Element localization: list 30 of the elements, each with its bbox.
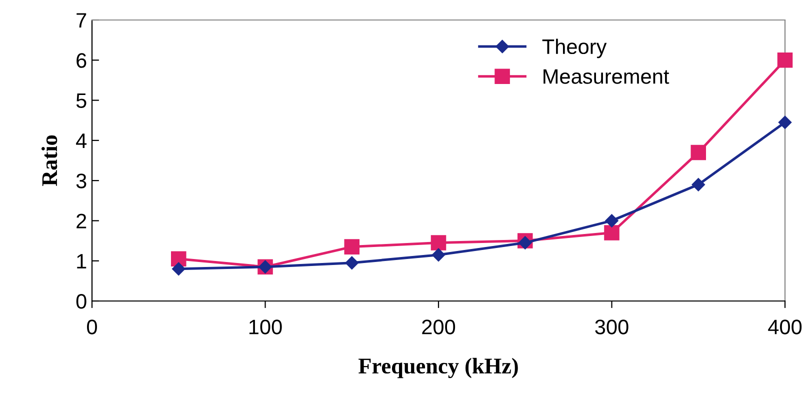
- y-tick-label: 1: [77, 254, 86, 268]
- x-tick-label: 300: [595, 320, 628, 334]
- point: [172, 262, 186, 276]
- x-tick-label: 400: [768, 320, 802, 334]
- point: [692, 178, 705, 192]
- x-tick-label: 100: [249, 320, 282, 334]
- point: [777, 52, 793, 68]
- point: [430, 235, 446, 250]
- legend-label: Measurement: [544, 69, 670, 84]
- point: [518, 236, 532, 250]
- y-tick-label: 6: [76, 53, 86, 68]
- point: [344, 239, 360, 254]
- y-tick-label: 3: [76, 174, 86, 188]
- x-axis-title: Frequency (kHz): [358, 358, 518, 378]
- y-tick-label: 0: [76, 294, 86, 309]
- y-tick-label: 2: [76, 214, 86, 228]
- point: [604, 225, 620, 240]
- y-tick-label: 7: [76, 13, 86, 28]
- point: [605, 214, 618, 228]
- point: [778, 116, 792, 129]
- x-tick-label: 0: [87, 320, 97, 334]
- y-tick-label: 5: [76, 94, 86, 108]
- y-tick-label: 4: [76, 134, 87, 148]
- point: [690, 144, 706, 160]
- point: [432, 248, 446, 262]
- point: [345, 256, 358, 270]
- y-axis-title: Ratio: [42, 135, 58, 186]
- x-tick-label: 200: [422, 320, 456, 334]
- legend-label: Theory: [542, 38, 607, 58]
- point: [170, 251, 186, 266]
